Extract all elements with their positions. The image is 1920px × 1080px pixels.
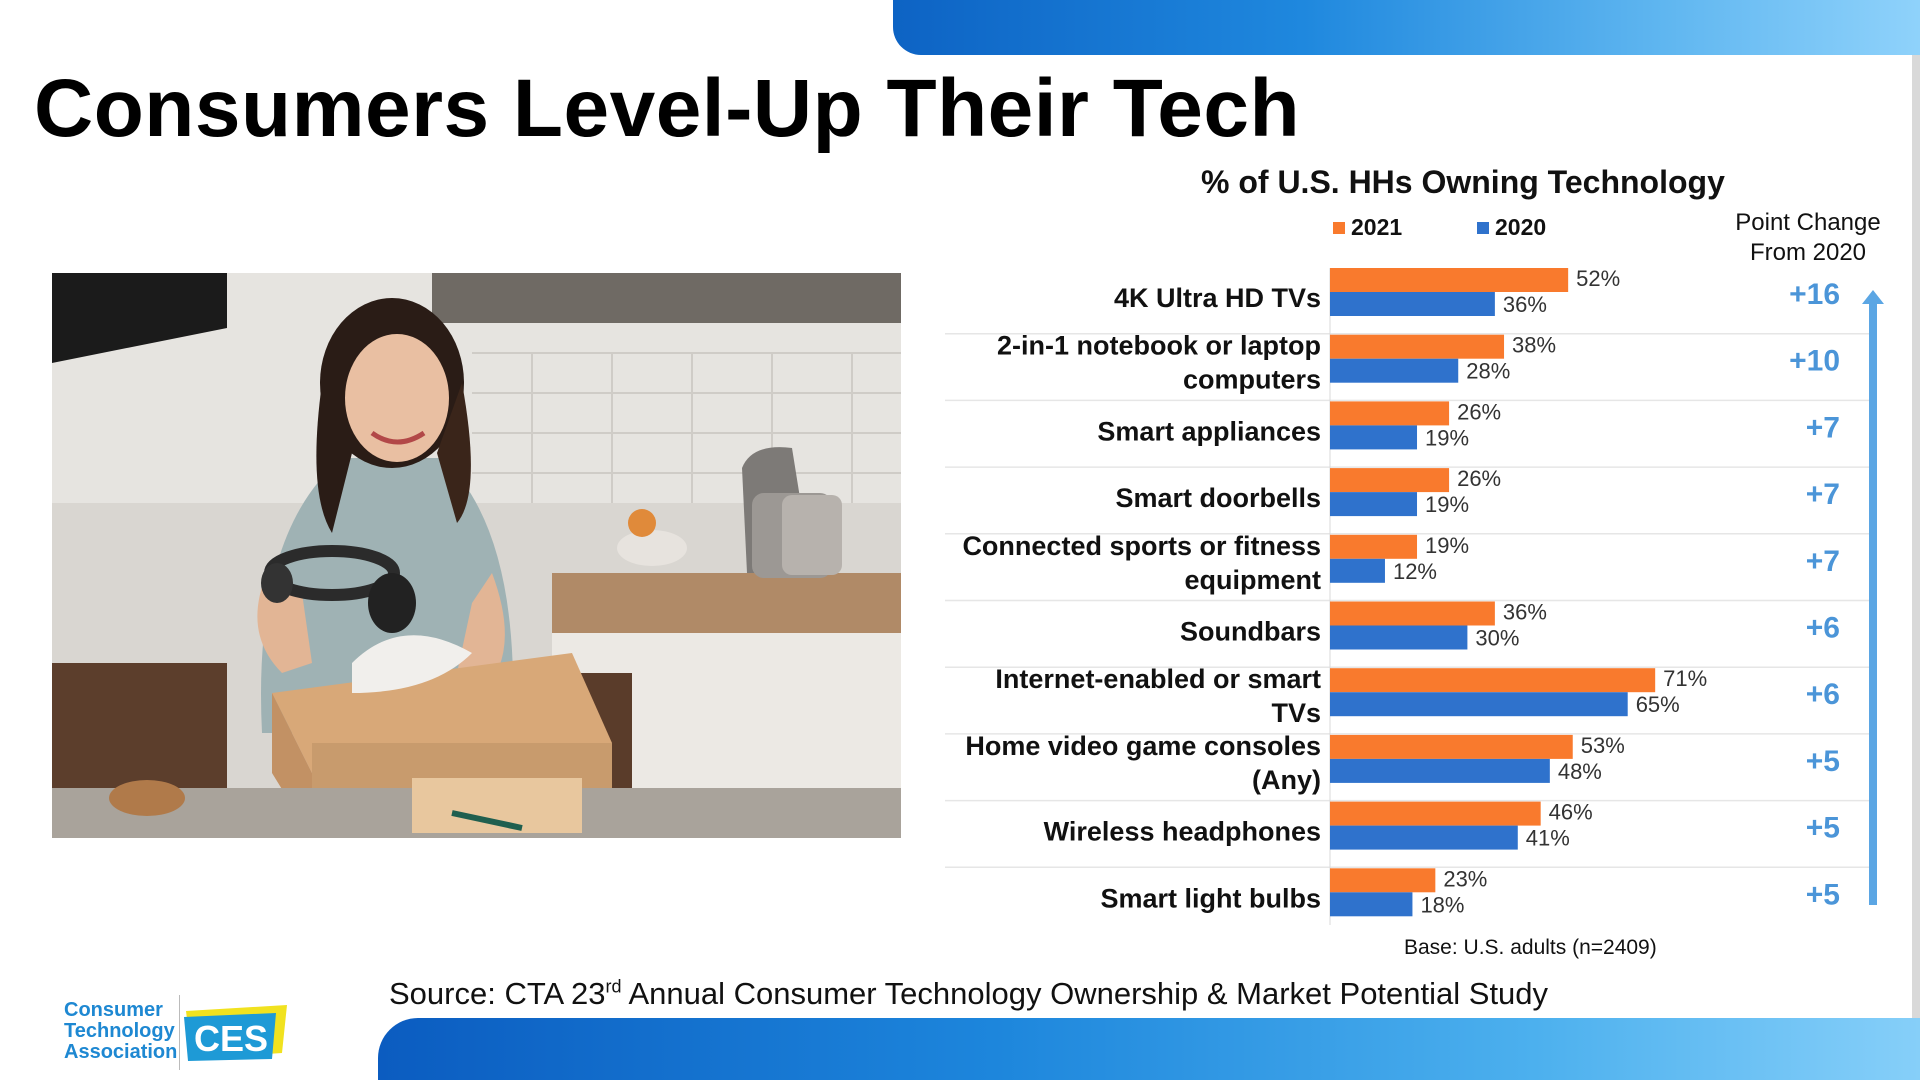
bar-2020	[1330, 625, 1468, 650]
point-change-value: +7	[1806, 478, 1840, 511]
cta-logo-line-1: Consumer	[64, 999, 163, 1021]
data-label-2021: 52%	[1576, 266, 1620, 291]
data-label-2021: 26%	[1457, 399, 1501, 424]
bar-2020	[1330, 358, 1459, 383]
point-change-header-line-2: From 2020	[1749, 239, 1867, 266]
category-label-line-2: computers	[1183, 365, 1321, 395]
bar-2020	[1330, 425, 1418, 450]
header-accent-band	[893, 0, 1920, 55]
data-label-2021: 26%	[1457, 466, 1501, 491]
bar-2021	[1330, 734, 1573, 759]
legend-swatch-2021	[1333, 221, 1345, 234]
data-label-2021: 38%	[1512, 333, 1556, 358]
data-label-2021: 71%	[1663, 666, 1707, 691]
category-label: Smart light bulbs	[1100, 883, 1321, 913]
bar-2020	[1330, 892, 1413, 917]
ces-logo-icon: CES	[184, 1005, 287, 1061]
legend-label-2021: 2021	[1351, 214, 1403, 240]
category-label-line-2: equipment	[1184, 565, 1321, 595]
category-label-line-2: TVs	[1271, 698, 1321, 728]
bar-2020	[1330, 292, 1495, 316]
page-title: Consumers Level-Up Their Tech	[34, 63, 1301, 154]
bar-2021	[1330, 868, 1436, 893]
trend-arrow-shaft	[1869, 300, 1877, 905]
bar-2021	[1330, 534, 1418, 559]
bar-2021	[1330, 668, 1656, 693]
point-change-header-line-1: Point Change	[1735, 209, 1881, 236]
point-change-value: +5	[1806, 878, 1840, 911]
data-label-2020: 19%	[1425, 425, 1469, 450]
chart-title: % of U.S. HHs Owning Technology	[1201, 164, 1725, 200]
data-label-2020: 12%	[1393, 559, 1437, 584]
point-change-value: +5	[1806, 745, 1840, 778]
data-label-2020: 65%	[1636, 692, 1680, 717]
right-edge-strip	[1912, 55, 1920, 1018]
data-label-2020: 19%	[1425, 492, 1469, 517]
cta-logo-text: Consumer Technology Association	[64, 1000, 177, 1063]
bar-2021	[1330, 801, 1541, 826]
bar-2021	[1330, 334, 1505, 359]
source-suffix: Annual Consumer Technology Ownership & M…	[621, 976, 1549, 1011]
source-citation: Source: CTA 23rd Annual Consumer Technol…	[389, 976, 1548, 1012]
trend-arrow-head-icon	[1862, 290, 1884, 304]
data-label-2020: 41%	[1526, 826, 1570, 851]
data-label-2020: 36%	[1503, 292, 1547, 317]
person-unboxing-headphones-photo	[52, 273, 901, 838]
legend-label-2020: 2020	[1495, 214, 1547, 240]
bar-2020	[1330, 492, 1418, 517]
point-change-value: +7	[1806, 411, 1840, 444]
category-label: Smart doorbells	[1115, 483, 1321, 513]
source-prefix: Source: CTA 23	[389, 976, 606, 1011]
point-change-header: Point Change From 2020	[1718, 208, 1898, 268]
bar-2020	[1330, 758, 1550, 783]
legend-item-2020: 2020	[1477, 214, 1546, 241]
point-change-value: +7	[1806, 545, 1840, 578]
category-label-line-1: 2-in-1 notebook or laptop	[997, 331, 1321, 361]
bar-2021	[1330, 601, 1495, 626]
footer-accent-band	[378, 1018, 1920, 1080]
ces-logo-text: CES	[194, 1018, 268, 1059]
bar-2021	[1330, 468, 1450, 493]
bar-2020	[1330, 692, 1628, 717]
category-label-line-1: Internet-enabled or smart	[995, 664, 1321, 694]
data-label-2021: 46%	[1549, 800, 1593, 825]
base-note: Base: U.S. adults (n=2409)	[1404, 936, 1657, 959]
point-change-value: +5	[1806, 812, 1840, 845]
category-label-line-1: Connected sports or fitness	[962, 531, 1321, 561]
data-label-2020: 28%	[1466, 359, 1510, 384]
cta-logo-line-2: Technology	[64, 1020, 175, 1042]
bar-2020	[1330, 825, 1518, 850]
bar-2021	[1330, 401, 1450, 426]
category-label: Smart appliances	[1097, 416, 1321, 446]
category-label: 4K Ultra HD TVs	[1114, 283, 1321, 313]
category-label: Wireless headphones	[1044, 817, 1321, 847]
point-change-value: +6	[1806, 678, 1840, 711]
point-change-value: +6	[1806, 612, 1840, 645]
data-label-2021: 53%	[1581, 733, 1625, 758]
logo-divider	[179, 995, 180, 1070]
category-label-line-2: (Any)	[1252, 765, 1321, 795]
bar-2020	[1330, 558, 1385, 583]
cta-logo-line-3: Association	[64, 1041, 178, 1063]
point-change-value: +16	[1789, 278, 1840, 311]
data-label-2020: 48%	[1558, 759, 1602, 784]
source-superscript: rd	[605, 976, 622, 997]
data-label-2020: 18%	[1420, 892, 1464, 917]
data-label-2021: 23%	[1443, 866, 1487, 891]
bar-2021	[1330, 268, 1569, 292]
category-label: Soundbars	[1180, 617, 1321, 647]
point-change-value: +10	[1789, 345, 1840, 378]
data-label-2021: 19%	[1425, 533, 1469, 558]
legend-item-2021: 2021	[1333, 214, 1402, 241]
data-label-2020: 30%	[1475, 626, 1519, 651]
legend-swatch-2020	[1477, 221, 1489, 234]
data-label-2021: 36%	[1503, 600, 1547, 625]
category-label-line-1: Home video game consoles	[965, 731, 1321, 761]
